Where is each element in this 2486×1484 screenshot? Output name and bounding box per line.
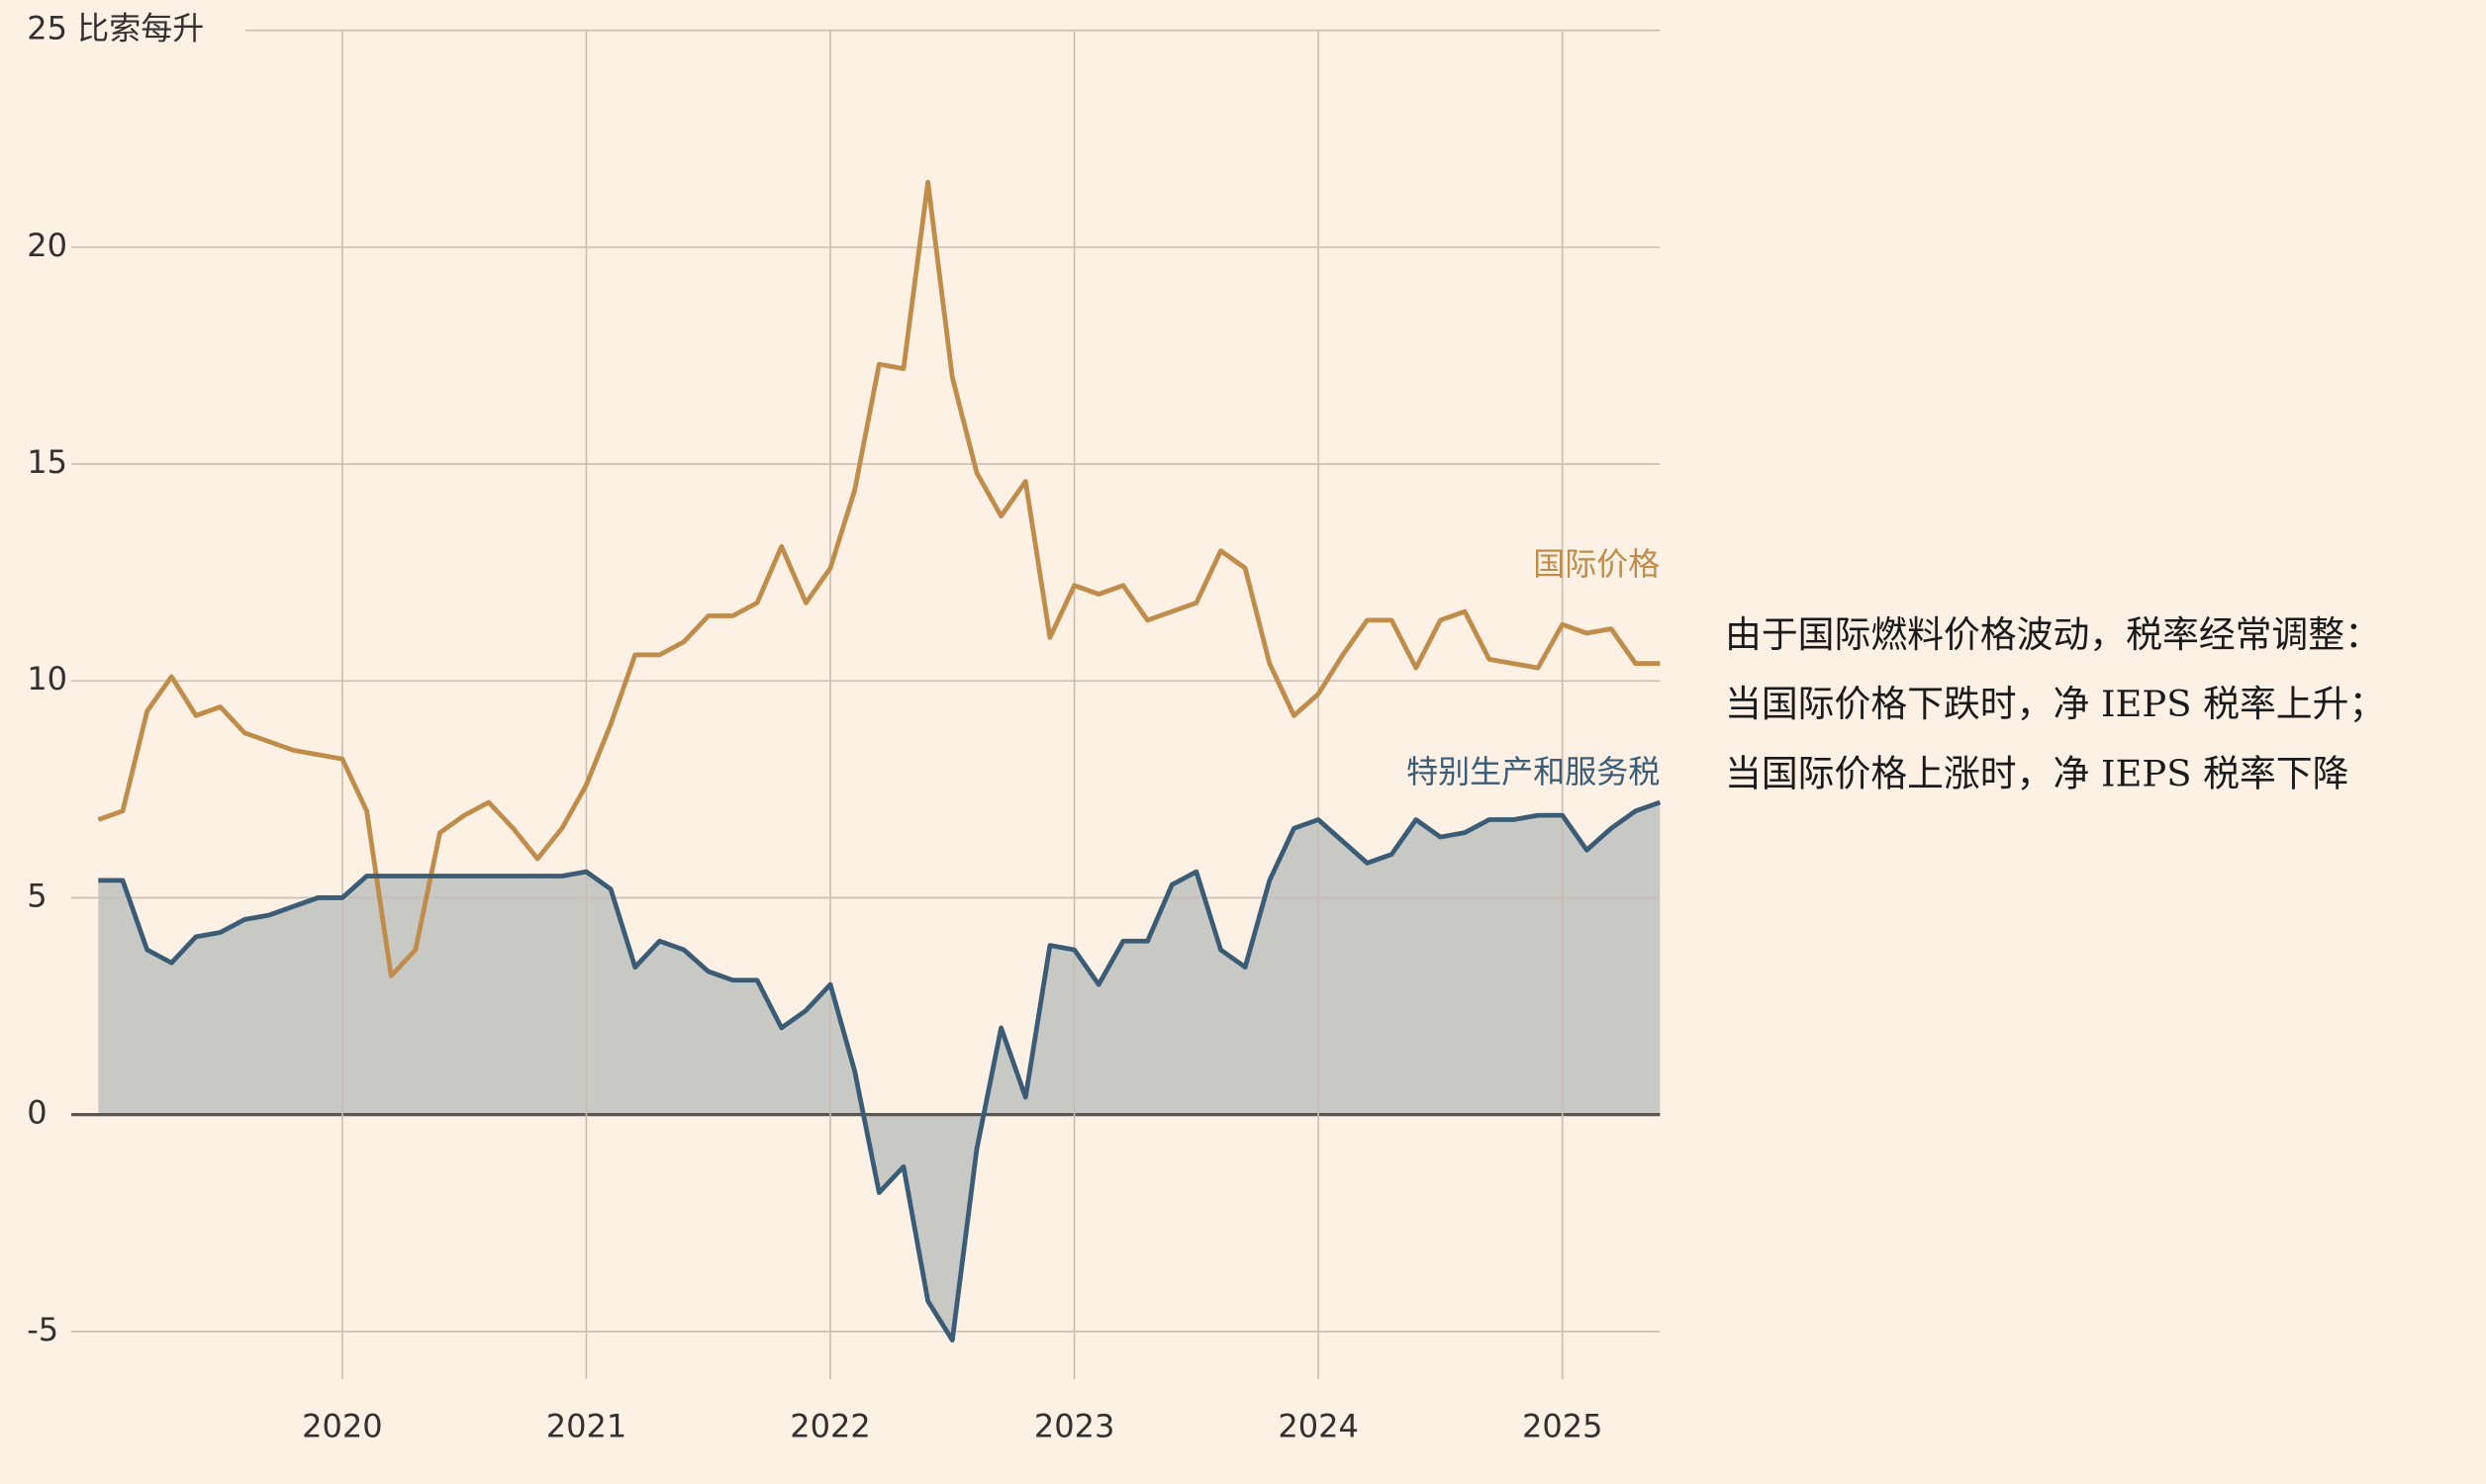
series-line: [97, 179, 1661, 978]
y-tick-label: 25 比索每升: [27, 10, 204, 47]
y-tick-label: -5: [27, 1311, 58, 1348]
series-line: [98, 799, 1662, 1343]
annotation: 当国际价格下跌时，净 IEPS 税率上升；: [1725, 683, 2385, 725]
x-tick-label: 2025: [1522, 1408, 1603, 1445]
y-tick-label: 0: [27, 1094, 47, 1132]
y-tick-label: 5: [27, 877, 47, 914]
series-label: 国际价格: [1533, 545, 1660, 583]
y-tick-label: 15: [27, 443, 67, 481]
y-tick-label: 20: [27, 227, 67, 264]
x-tick-label: 2024: [1278, 1408, 1359, 1445]
annotation: 当国际价格上涨时，净 IEPS 税率下降: [1725, 753, 2348, 795]
annotation: 由于国际燃料价格波动，税率经常调整：: [1725, 613, 2381, 656]
series-label: 特别生产和服务税: [1406, 753, 1660, 790]
x-tick-label: 2021: [546, 1408, 627, 1445]
x-tick-label: 2023: [1034, 1408, 1115, 1445]
x-tick-label: 2020: [302, 1408, 383, 1445]
x-tick-label: 2022: [790, 1408, 871, 1445]
area-fill: [98, 801, 1661, 1341]
y-tick-label: 10: [27, 660, 67, 697]
